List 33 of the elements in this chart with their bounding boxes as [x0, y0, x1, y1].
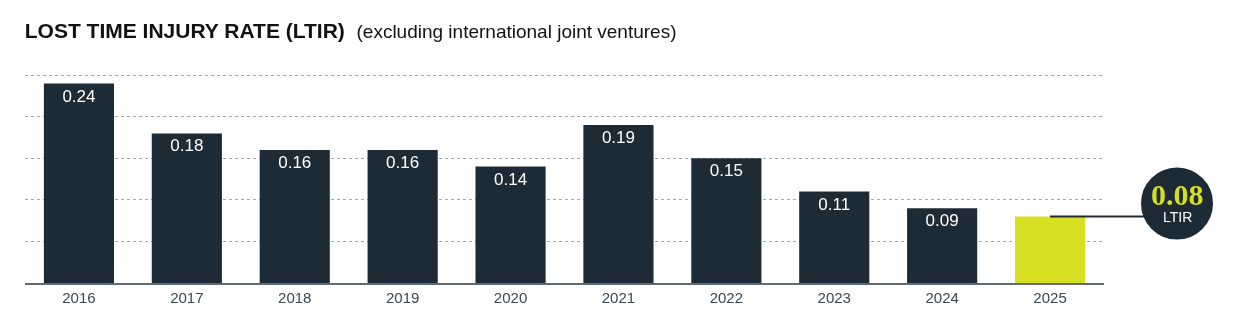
data-label: 0.15	[709, 161, 743, 181]
chart-subtitle: (excluding international joint ventures)	[356, 20, 677, 42]
x-tick-label: 2017	[170, 289, 204, 306]
x-tick-label: 2024	[925, 289, 959, 306]
bar	[907, 208, 978, 283]
bar	[799, 191, 870, 283]
bar	[367, 150, 438, 283]
bar	[259, 150, 330, 283]
data-label: 0.16	[386, 153, 420, 172]
data-label: 0.09	[925, 211, 959, 231]
x-tick-label: 2023	[817, 289, 851, 306]
x-tick-label: 2025	[1033, 289, 1067, 306]
bar	[43, 83, 115, 283]
x-tick-label: 2018	[278, 289, 312, 306]
annotation: LTIR	[1163, 209, 1193, 225]
x-tick-label: 2021	[601, 289, 636, 306]
data-label: 0.08	[1151, 178, 1204, 211]
data-label: 0.18	[170, 136, 204, 156]
data-label: 0.14	[494, 169, 528, 189]
x-tick-label: 2020	[493, 289, 528, 306]
bar	[1014, 216, 1086, 283]
data-label: 0.16	[278, 153, 312, 172]
bar	[583, 125, 654, 283]
bar	[151, 133, 222, 283]
bar	[691, 158, 762, 283]
chart-title: LOST TIME INJURY RATE (LTIR)	[24, 18, 345, 42]
data-label: 0.19	[601, 128, 635, 148]
data-label: 0.11	[818, 194, 851, 214]
x-tick-label: 2022	[709, 289, 744, 306]
bar	[475, 166, 546, 283]
data-label: 0.24	[62, 86, 96, 106]
x-tick-label: 2016	[62, 289, 96, 306]
x-tick-label: 2019	[385, 289, 420, 306]
